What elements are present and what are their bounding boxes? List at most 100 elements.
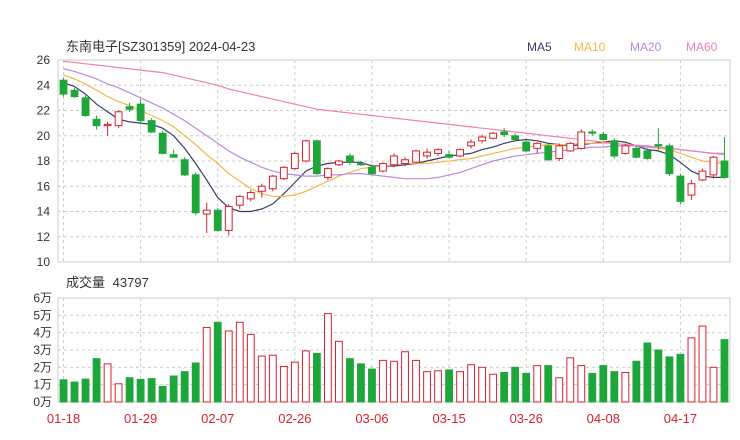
volume-tick-label: 3万	[33, 343, 52, 357]
volume-bar	[357, 363, 365, 403]
candle	[687, 179, 696, 201]
candle-body	[279, 166, 288, 180]
candle-body	[224, 205, 233, 231]
candle-body	[147, 120, 156, 133]
candle-body	[136, 103, 145, 122]
volume-bar	[676, 353, 685, 403]
candle	[500, 128, 509, 138]
volume-bar	[213, 321, 222, 403]
candle-body	[412, 150, 420, 163]
candle	[257, 183, 266, 198]
candle-body	[555, 145, 564, 159]
volume-bar	[169, 375, 178, 403]
volume-bar	[323, 313, 332, 403]
volume-y-axis: 0万 1万 2万 3万 4万 5万 6万	[33, 291, 52, 409]
candle	[357, 161, 365, 167]
candle	[412, 149, 420, 164]
candle	[621, 143, 630, 155]
candle-body	[290, 152, 299, 170]
volume-bar	[268, 354, 277, 403]
candle	[246, 190, 255, 202]
candle-body	[698, 170, 707, 181]
candle-body	[676, 175, 685, 202]
candle	[191, 172, 200, 216]
candle-body	[599, 133, 608, 141]
volume-bar	[335, 340, 343, 403]
price-tick-label: 14	[37, 205, 51, 219]
candle	[522, 138, 531, 153]
volume-bar	[423, 371, 431, 403]
candle	[202, 202, 211, 233]
candle-body	[169, 154, 178, 158]
volume-bar	[235, 321, 244, 403]
candle-body	[544, 145, 553, 161]
date-tick-label: 02-07	[201, 411, 234, 426]
candle-body	[81, 97, 90, 117]
volume-bar	[709, 366, 718, 403]
volume-bar	[434, 370, 442, 403]
volume-bar	[191, 362, 200, 403]
volume-tick-label: 5万	[33, 308, 52, 322]
candle-body	[610, 140, 619, 157]
candle-body	[445, 154, 453, 158]
candle	[103, 121, 112, 136]
candle-body	[709, 156, 718, 176]
volume-bar	[312, 352, 321, 403]
candle	[312, 139, 321, 175]
candle-body	[368, 166, 376, 175]
volume-bar	[720, 339, 729, 403]
date-tick-label: 01-29	[124, 411, 157, 426]
date-tick-label: 03-15	[432, 411, 465, 426]
candle	[180, 157, 189, 177]
chart-title: 东南电子[SZ301359] 2024-04-23	[66, 39, 255, 54]
candle-body	[257, 185, 266, 192]
candle	[335, 159, 343, 167]
candle	[445, 150, 453, 159]
candle-body	[500, 131, 509, 135]
volume-bar	[180, 371, 189, 403]
candle	[379, 162, 387, 173]
volume-bar	[654, 349, 663, 403]
volume-bar	[246, 333, 255, 403]
volume-bar	[445, 369, 453, 403]
candle-body	[588, 131, 597, 134]
volume-bar	[698, 325, 707, 403]
candle	[136, 99, 145, 125]
volume-bar	[279, 365, 288, 403]
price-tick-label: 22	[37, 104, 51, 118]
candle-body	[235, 195, 244, 206]
candle	[599, 131, 608, 141]
legend-ma60: MA60	[686, 40, 718, 54]
candle-body	[654, 144, 663, 147]
candle-body	[489, 132, 498, 139]
volume-bar	[390, 360, 398, 403]
candle-body	[390, 155, 398, 166]
ma-legend: MA5 MA10 MA20 MA60	[527, 40, 718, 54]
volume-bar	[555, 377, 564, 403]
candle	[720, 137, 729, 179]
volume-bar	[533, 365, 542, 403]
candle	[147, 118, 156, 134]
volume-bar	[632, 360, 641, 403]
price-tick-label: 26	[37, 53, 51, 67]
candle	[279, 166, 288, 180]
candle	[709, 155, 718, 179]
candle	[489, 131, 498, 140]
candle	[676, 173, 685, 204]
volume-bar	[456, 371, 465, 403]
volume-bar	[511, 366, 520, 403]
candle-body	[312, 140, 321, 175]
candle	[511, 133, 520, 141]
volume-bar	[59, 379, 68, 403]
candle	[346, 153, 354, 165]
candle	[125, 102, 134, 112]
candle	[610, 138, 619, 159]
volume-bar	[566, 357, 575, 403]
candle	[698, 168, 707, 182]
legend-ma10: MA10	[574, 40, 606, 54]
candle-body	[92, 118, 101, 127]
volume-bar	[643, 342, 652, 403]
candle-body	[511, 135, 520, 141]
date-tick-label: 03-06	[355, 411, 388, 426]
candle-body	[158, 132, 167, 154]
